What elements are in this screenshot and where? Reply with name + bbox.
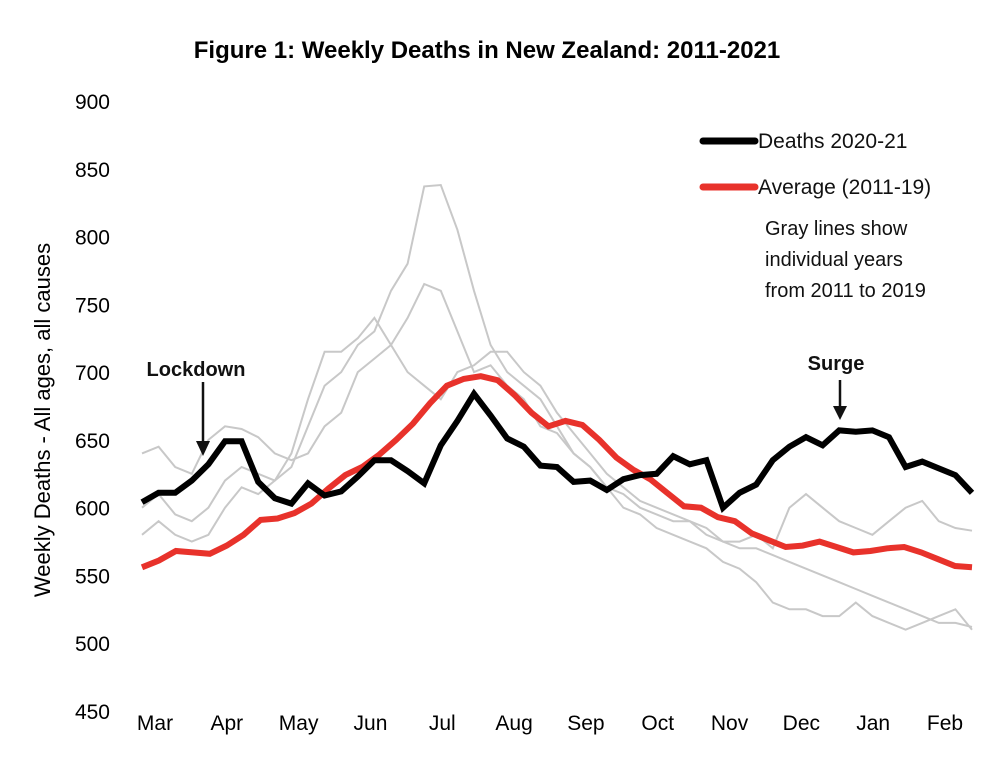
y-tick-label: 550 [75, 565, 110, 588]
surge-arrow-head-icon [833, 406, 847, 420]
legend: Deaths 2020-21 Average (2011-19) Gray li… [699, 130, 931, 302]
main-series-lines [140, 373, 975, 571]
annotation-lockdown-label: Lockdown [147, 359, 246, 381]
note-line-2: individual years [765, 249, 903, 271]
x-tick-label: Feb [927, 712, 963, 735]
legend-label-average: Average (2011-19) [758, 176, 931, 199]
x-tick-label: Nov [711, 712, 749, 735]
x-tick-label: Sep [567, 712, 604, 735]
x-tick-label: Mar [137, 712, 173, 735]
y-tick-label: 900 [75, 91, 110, 114]
series-line-individual-year [141, 316, 973, 550]
note-line-3: from 2011 to 2019 [765, 280, 926, 302]
lockdown-arrow-head-icon [196, 441, 210, 456]
series-line-individual-year [141, 282, 973, 631]
y-tick-label: 700 [75, 362, 110, 385]
x-tick-label: Apr [210, 712, 243, 735]
x-tick-label: Jun [354, 712, 388, 735]
y-axis-label: Weekly Deaths - All ages, all causes [30, 243, 55, 597]
x-tick-label: May [279, 712, 319, 735]
y-tick-label: 450 [75, 701, 110, 724]
x-axis-ticks: Mar Apr May Jun Jul Aug Sep Oct Nov Dec Jan Feb [137, 712, 963, 735]
chart-title: Figure 1: Weekly Deaths in New Zealand: … [194, 37, 780, 64]
note-line-1: Gray lines show [765, 218, 908, 240]
annotation-surge-label: Surge [808, 353, 865, 375]
y-tick-label: 800 [75, 227, 110, 250]
x-tick-label: Dec [783, 712, 820, 735]
series-line-average [140, 373, 973, 571]
y-tick-label: 850 [75, 159, 110, 182]
y-axis-ticks: 450 500 550 600 650 700 750 800 850 900 [75, 91, 110, 724]
legend-label-deaths: Deaths 2020-21 [758, 130, 907, 153]
y-tick-label: 500 [75, 633, 110, 656]
series-line-deaths-2020-21 [140, 388, 975, 513]
y-tick-label: 650 [75, 430, 110, 453]
x-tick-label: Jan [856, 712, 890, 735]
x-tick-label: Aug [495, 712, 532, 735]
y-tick-label: 600 [75, 498, 110, 521]
x-tick-label: Jul [429, 712, 456, 735]
x-tick-label: Oct [641, 712, 674, 735]
y-tick-label: 750 [75, 294, 110, 317]
annotation-lockdown: Lockdown [147, 359, 246, 456]
annotation-surge: Surge [808, 353, 865, 420]
